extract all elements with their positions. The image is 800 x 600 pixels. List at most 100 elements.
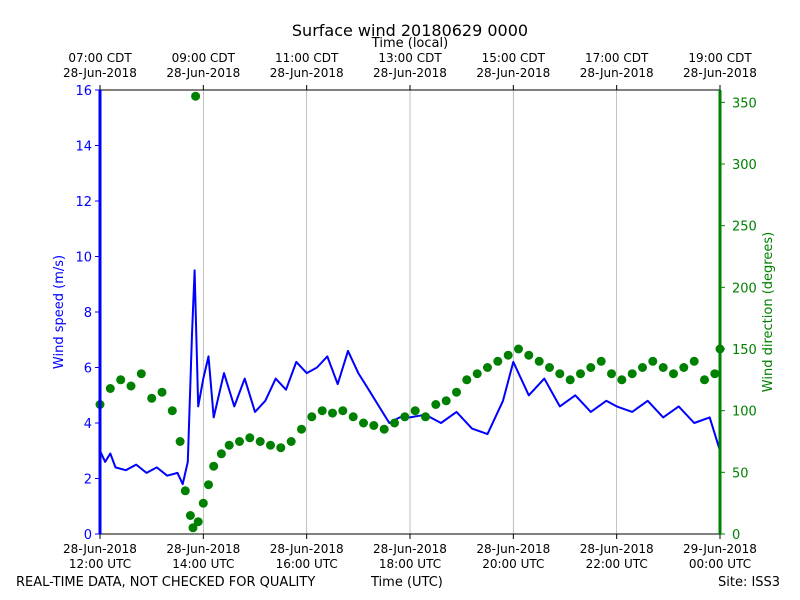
wind-direction-point	[441, 396, 451, 406]
top-tick-time: 15:00 CDT	[482, 51, 546, 65]
top-tick-date: 28-Jun-2018	[373, 66, 447, 80]
wind-direction-point	[565, 375, 575, 385]
right-tick-label: 0	[732, 528, 740, 543]
top-tick-time: 07:00 CDT	[68, 51, 132, 65]
bottom-tick-date: 29-Jun-2018	[683, 542, 757, 556]
wind-direction-point	[216, 449, 226, 459]
wind-direction-point	[235, 437, 244, 446]
left-tick-label: 14	[75, 140, 92, 155]
wind-direction-point	[534, 356, 544, 366]
plot-axes	[95, 85, 725, 539]
wind-direction-point	[586, 363, 596, 372]
right-tick-label: 250	[732, 220, 757, 235]
bottom-tick-time: 18:00 UTC	[379, 557, 441, 571]
wind-direction-point	[493, 356, 503, 366]
wind-direction-point	[452, 387, 461, 397]
wind-direction-point	[185, 511, 195, 520]
wind-direction-point	[524, 350, 534, 360]
wind-direction-point	[204, 480, 213, 490]
wind-direction-point	[555, 369, 565, 379]
wind-direction-point	[245, 433, 255, 443]
wind-direction-point	[266, 440, 275, 450]
top-tick-time: 13:00 CDT	[378, 51, 442, 65]
bottom-tick-date: 28-Jun-2018	[270, 542, 344, 556]
top-tick-date: 28-Jun-2018	[63, 66, 137, 80]
bottom-tick-time: 16:00 UTC	[276, 557, 338, 571]
wind-direction-point	[307, 412, 317, 422]
wind-speed-line	[99, 269, 721, 486]
direction-series	[95, 91, 725, 533]
wind-direction-point	[338, 406, 348, 416]
wind-direction-point	[483, 363, 492, 372]
bottom-tick-time: 12:00 UTC	[69, 557, 131, 571]
speed-series	[99, 269, 721, 486]
top-tick-time: 17:00 CDT	[585, 51, 649, 65]
wind-direction-point	[472, 369, 482, 379]
wind-direction-point	[369, 421, 379, 430]
wind-direction-point	[359, 418, 368, 428]
right-tick-label: 50	[732, 466, 749, 481]
right-tick-label: 300	[732, 158, 757, 173]
wind-direction-point	[421, 412, 430, 422]
right-tick-label: 200	[732, 281, 757, 296]
wind-direction-point	[188, 523, 198, 533]
top-tick-date: 28-Jun-2018	[166, 66, 240, 80]
wind-direction-point	[317, 406, 327, 416]
wind-direction-point	[105, 384, 115, 393]
wind-direction-point	[607, 369, 616, 379]
wind-direction-point	[175, 437, 185, 446]
left-axis-label: Wind speed (m/s)	[52, 255, 67, 369]
top-tick-time: 19:00 CDT	[688, 51, 752, 65]
wind-direction-point	[648, 356, 658, 366]
wind-direction-point	[710, 369, 720, 379]
top-axis-label: Time (local)	[371, 36, 448, 51]
right-axis-label: Wind direction (degrees)	[761, 232, 776, 392]
wind-direction-point	[379, 424, 389, 434]
wind-direction-point	[617, 375, 627, 385]
top-tick-date: 28-Jun-2018	[580, 66, 654, 80]
bottom-tick-date: 28-Jun-2018	[580, 542, 654, 556]
wind-direction-point	[638, 363, 647, 372]
wind-direction-point	[400, 412, 410, 422]
left-tick-label: 4	[84, 417, 92, 432]
wind-direction-point	[136, 369, 146, 379]
right-tick-label: 350	[732, 96, 757, 111]
wind-direction-point	[431, 400, 441, 409]
footer-site: Site: ISS3	[718, 575, 781, 590]
bottom-tick-date: 28-Jun-2018	[166, 542, 240, 556]
right-tick-label: 150	[732, 343, 757, 358]
wind-direction-point	[689, 356, 699, 366]
gridlines	[202, 90, 618, 534]
wind-direction-point	[116, 375, 126, 385]
wind-direction-point	[180, 486, 190, 496]
wind-direction-point	[503, 350, 513, 360]
bottom-tick-time: 00:00 UTC	[689, 557, 751, 571]
footer-x-axis-label: Time (UTC)	[371, 575, 443, 590]
left-tick-label: 10	[75, 251, 92, 266]
wind-direction-point	[390, 418, 399, 428]
wind-direction-point	[627, 369, 637, 379]
wind-direction-point	[410, 406, 420, 416]
wind-direction-point	[545, 363, 554, 372]
left-tick-label: 8	[84, 306, 92, 321]
bottom-tick-time: 14:00 UTC	[172, 557, 234, 571]
wind-direction-point	[224, 440, 234, 450]
top-tick-date: 28-Jun-2018	[476, 66, 550, 80]
wind-direction-point	[576, 369, 585, 379]
wind-direction-point	[286, 437, 296, 446]
bottom-tick-time: 20:00 UTC	[482, 557, 544, 571]
wind-direction-point	[276, 443, 286, 453]
wind-direction-point	[596, 356, 606, 366]
wind-direction-point	[147, 393, 157, 403]
top-tick-date: 28-Jun-2018	[683, 66, 757, 80]
wind-direction-point	[297, 424, 306, 434]
bottom-tick-time: 22:00 UTC	[586, 557, 648, 571]
bottom-tick-date: 28-Jun-2018	[63, 542, 137, 556]
wind-direction-point	[167, 406, 177, 416]
wind-direction-point	[198, 498, 208, 508]
wind-direction-point	[679, 363, 689, 372]
left-tick-label: 6	[84, 362, 92, 377]
bottom-tick-date: 28-Jun-2018	[373, 542, 447, 556]
wind-direction-point	[658, 363, 668, 372]
